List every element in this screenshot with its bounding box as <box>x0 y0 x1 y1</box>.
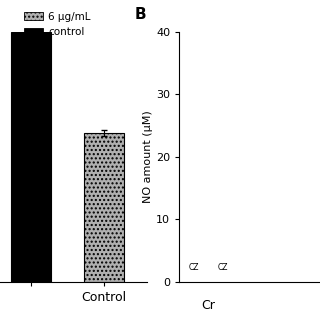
Y-axis label: NO amount (μM): NO amount (μM) <box>143 110 153 203</box>
Legend: 6 μg/mL, control: 6 μg/mL, control <box>24 12 91 37</box>
Text: CZ: CZ <box>189 263 199 272</box>
Text: Cr: Cr <box>201 299 215 312</box>
Bar <box>84 133 124 282</box>
Text: CZ: CZ <box>218 263 228 272</box>
Bar <box>11 32 51 282</box>
Text: B: B <box>135 7 147 22</box>
